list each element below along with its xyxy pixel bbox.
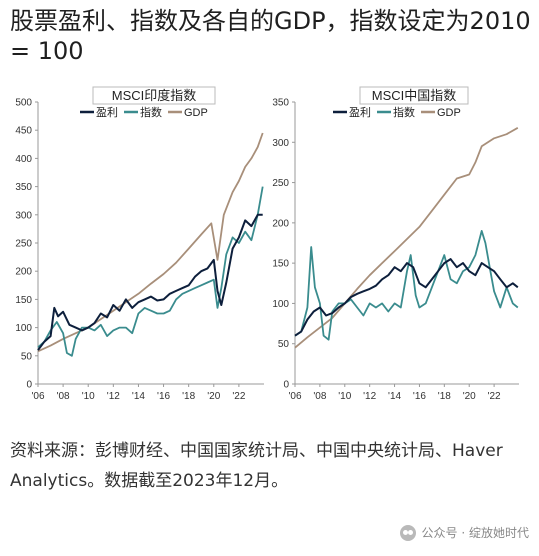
india-series [37, 132, 264, 357]
india-title-frame [92, 86, 216, 105]
india-legend: 盈利 指数 GDP [80, 105, 208, 119]
india-x-tick-label: '12 [107, 391, 120, 402]
india-legend-item-gdp: GDP [168, 107, 208, 119]
wechat-icon [399, 524, 416, 541]
india-x-tick-label: '20 [207, 391, 220, 402]
china-legend-item-gdp: GDP [421, 107, 461, 119]
china-x-tick-label: '06 [288, 391, 301, 402]
china-series [294, 127, 519, 349]
china-legend-item-earnings: 盈利 [333, 106, 371, 119]
india-x-tick-label: '18 [182, 391, 195, 402]
china-x-tick-label: '20 [463, 391, 476, 402]
india-y-tick-label: 300 [15, 210, 32, 221]
footer-brand: 公众号 · 绽放她时代 [399, 524, 529, 541]
china-legend-label-gdp: GDP [437, 107, 461, 119]
india-y-tick-label: 0 [26, 380, 32, 391]
china-title-frame [359, 86, 469, 105]
india-series-index [37, 186, 264, 357]
india-series-gdp [37, 132, 264, 353]
china-x-tick-label: '12 [363, 391, 376, 402]
china-chart-title: MSCI中国指数 [372, 88, 457, 103]
china-y-tick-label: 100 [272, 299, 289, 310]
china-series-index [294, 229, 519, 341]
india-x-tick-label: '06 [31, 391, 44, 402]
china-legend-label-earnings: 盈利 [349, 106, 371, 119]
india-axes: 0 50 100 150 200 250 300 350 400 450 500 '06 '08 '10 '… [15, 98, 264, 402]
india-x-tick-label: '08 [57, 391, 70, 402]
china-x-tick-label: '16 [413, 391, 426, 402]
chart-title: 股票盈利、指数及各自的GDP，指数设定为2010 = 100 [10, 7, 531, 65]
chart-india: 0 50 100 150 200 250 300 350 400 450 500 '06 '08 '10 '… [15, 86, 264, 402]
india-y-tick-label: 50 [21, 351, 33, 362]
india-x-tick-label: '14 [132, 391, 145, 402]
china-y-tick-label: 50 [278, 339, 290, 350]
source-note: 资料来源：彭博财经、中国国家统计局、中国中央统计局、Haver Analytic… [10, 441, 503, 491]
china-x-tick-label: '08 [313, 391, 326, 402]
india-y-tick-label: 250 [15, 239, 32, 250]
india-y-tick-label: 150 [15, 295, 32, 306]
footer-brand-text: 公众号 · 绽放她时代 [421, 526, 529, 540]
china-x-tick-label: '14 [388, 391, 401, 402]
china-x-tick-label: '18 [438, 391, 451, 402]
india-y-tick-label: 100 [15, 323, 32, 334]
india-y-tick-label: 200 [15, 267, 32, 278]
india-x-tick-label: '22 [232, 391, 245, 402]
china-y-tick-label: 150 [272, 259, 289, 270]
india-series-earnings [37, 213, 263, 351]
india-legend-label-gdp: GDP [184, 107, 208, 119]
china-title-box: MSCI中国指数 [359, 86, 469, 105]
india-legend-item-index: 指数 [124, 105, 162, 119]
india-y-tick-label: 500 [15, 98, 32, 109]
china-legend-item-index: 指数 [377, 105, 415, 119]
china-y-tick-label: 300 [272, 138, 289, 149]
india-legend-label-index: 指数 [140, 105, 162, 119]
china-y-tick-label: 250 [272, 178, 289, 189]
india-y-tick-label: 350 [15, 182, 32, 193]
china-series-earnings [294, 258, 519, 337]
india-legend-item-earnings: 盈利 [80, 106, 118, 119]
india-y-tick-label: 400 [15, 154, 32, 165]
india-legend-label-earnings: 盈利 [96, 106, 118, 119]
china-y-tick-label: 200 [272, 218, 289, 229]
chart-china: 0 50 100 150 200 250 300 350 '06 '08 '10 '12 '14 '16 '… [272, 86, 519, 402]
india-x-tick-label: '10 [82, 391, 95, 402]
china-axes: 0 50 100 150 200 250 300 350 '06 '08 '10 '12 '14 '16 '… [272, 98, 519, 402]
china-y-tick-label: 350 [272, 98, 289, 109]
china-y-tick-label: 0 [283, 380, 289, 391]
china-legend-label-index: 指数 [393, 105, 415, 119]
china-series-gdp [294, 127, 519, 349]
india-x-tick-label: '16 [157, 391, 170, 402]
india-title-box: MSCI印度指数 [92, 86, 216, 105]
china-x-tick-label: '10 [338, 391, 351, 402]
china-x-tick-label: '22 [488, 391, 501, 402]
india-chart-title: MSCI印度指数 [112, 88, 197, 103]
china-legend: 盈利 指数 GDP [333, 105, 461, 119]
india-y-tick-label: 450 [15, 126, 32, 137]
